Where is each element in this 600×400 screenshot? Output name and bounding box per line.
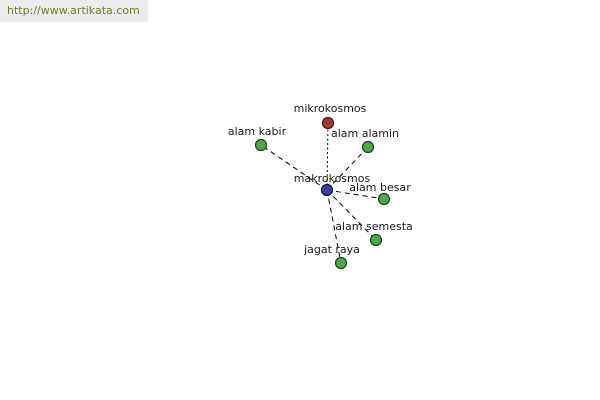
edge-makrokosmos-jagat-raya [326, 189, 342, 264]
edge-makrokosmos-alam-kabir [260, 144, 328, 191]
node-circle-makrokosmos[interactable] [320, 183, 334, 197]
node-alam-alamin[interactable]: alam alamin [331, 127, 399, 154]
node-circle-mikrokosmos[interactable] [321, 116, 335, 130]
node-label-alam-kabir[interactable]: alam kabir [228, 125, 287, 138]
node-label-alam-alamin[interactable]: alam alamin [331, 127, 399, 140]
node-alam-besar[interactable]: alam besar [349, 181, 411, 206]
node-label-mikrokosmos[interactable]: mikrokosmos [294, 102, 367, 115]
node-label-alam-semesta[interactable]: alam semesta [335, 220, 413, 233]
node-jagat-raya[interactable]: jagat raya [303, 243, 360, 270]
edge-makrokosmos-alam-besar [326, 189, 385, 200]
node-circle-alam-besar[interactable] [377, 192, 391, 206]
node-label-makrokosmos[interactable]: makrokosmos [294, 172, 371, 185]
node-mikrokosmos[interactable]: mikrokosmos [294, 102, 367, 130]
node-circle-alam-alamin[interactable] [361, 140, 375, 154]
edge-makrokosmos-mikrokosmos [326, 122, 329, 191]
node-alam-kabir[interactable]: alam kabir [228, 125, 287, 152]
edge-makrokosmos-alam-semesta [326, 189, 377, 241]
node-circle-alam-kabir[interactable] [254, 138, 268, 152]
node-alam-semesta[interactable]: alam semesta [335, 220, 413, 247]
node-circle-jagat-raya[interactable] [334, 256, 348, 270]
node-circle-alam-semesta[interactable] [369, 233, 383, 247]
node-label-jagat-raya[interactable]: jagat raya [303, 243, 360, 256]
edge-makrokosmos-alam-alamin [326, 146, 369, 191]
site-url-badge[interactable]: http://www.artikata.com [0, 0, 148, 22]
node-makrokosmos[interactable]: makrokosmos [294, 172, 371, 197]
node-label-alam-besar[interactable]: alam besar [349, 181, 411, 194]
